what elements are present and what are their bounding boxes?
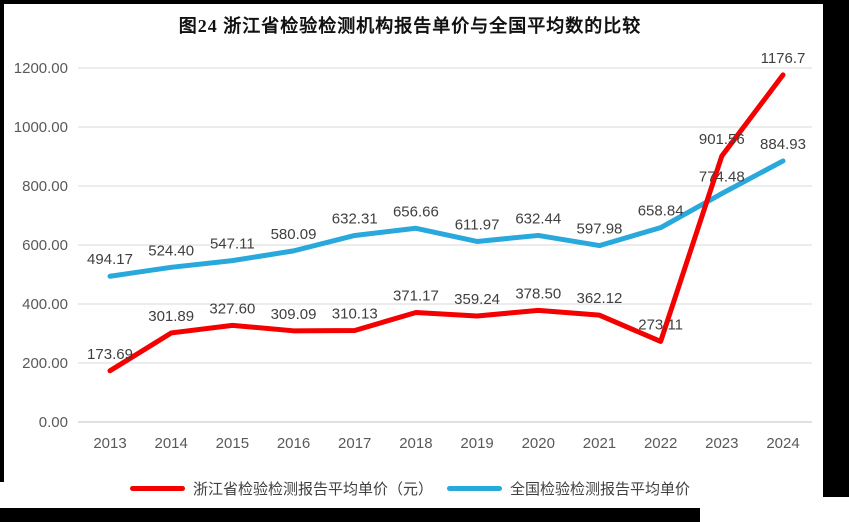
screenshot-border-right xyxy=(823,0,849,497)
data-point-label: 901.56 xyxy=(699,131,745,148)
data-point-label: 301.89 xyxy=(148,308,194,325)
data-point-label: 611.97 xyxy=(455,216,500,233)
data-point-label: 494.17 xyxy=(87,251,133,268)
data-point-label: 371.17 xyxy=(393,288,439,305)
y-axis-tick-label: 1200.00 xyxy=(14,60,68,77)
data-point-label: 1176.7 xyxy=(761,50,806,67)
x-axis-tick-label: 2017 xyxy=(338,435,371,452)
data-point-label: 632.44 xyxy=(515,210,561,227)
y-axis-tick-label: 200.00 xyxy=(22,355,68,372)
legend-label: 浙江省检验检测报告平均单价（元） xyxy=(192,481,433,498)
data-point-label: 362.12 xyxy=(577,290,623,307)
data-point-label: 309.09 xyxy=(271,306,317,323)
screenshot-border-top xyxy=(0,0,849,4)
data-point-label: 547.11 xyxy=(210,236,255,253)
legend-line-swatch xyxy=(447,486,502,491)
data-point-label: 310.13 xyxy=(332,306,378,323)
data-point-label: 597.98 xyxy=(577,221,623,238)
data-point-label: 632.31 xyxy=(332,210,378,227)
x-axis-tick-label: 2023 xyxy=(705,435,738,452)
x-axis-tick-label: 2018 xyxy=(399,435,432,452)
x-axis-tick-label: 2019 xyxy=(460,435,493,452)
data-point-label: 273.11 xyxy=(638,316,683,333)
legend-label: 全国检验检测报告平均单价 xyxy=(510,481,691,498)
x-axis-tick-label: 2020 xyxy=(522,435,555,452)
x-axis-tick-label: 2024 xyxy=(766,435,799,452)
data-point-label: 327.60 xyxy=(209,300,255,317)
y-axis-tick-label: 400.00 xyxy=(22,296,68,313)
series-line xyxy=(107,158,786,279)
x-axis-tick-label: 2016 xyxy=(277,435,310,452)
x-axis-tick-label: 2013 xyxy=(93,435,126,452)
series-line xyxy=(107,72,786,374)
x-axis-tick-label: 2021 xyxy=(583,435,616,452)
chart-title: 图24 浙江省检验检测机构报告单价与全国平均数的比较 xyxy=(178,16,642,36)
data-point-label: 173.69 xyxy=(87,346,133,363)
y-axis-tick-label: 600.00 xyxy=(22,237,68,254)
screenshot-border-left xyxy=(0,0,4,482)
chart-legend: 浙江省检验检测报告平均单价（元） 全国检验检测报告平均单价 xyxy=(0,478,820,499)
screenshot-border-bottom xyxy=(0,508,700,522)
y-axis-tick-label: 1000.00 xyxy=(14,119,68,136)
x-axis-tick-label: 2014 xyxy=(154,435,187,452)
y-axis-tick-label: 800.00 xyxy=(22,178,68,195)
y-axis-tick-label: 0.00 xyxy=(39,414,68,431)
x-axis-tick-label: 2015 xyxy=(216,435,249,452)
legend-item: 浙江省检验检测报告平均单价（元） xyxy=(129,478,433,499)
data-point-label: 774.48 xyxy=(699,169,745,186)
data-point-label: 884.93 xyxy=(760,136,806,153)
data-point-label: 658.84 xyxy=(638,203,684,220)
data-point-label: 378.50 xyxy=(515,285,561,302)
data-point-label: 359.24 xyxy=(454,291,500,308)
legend-line-swatch xyxy=(129,486,185,491)
data-point-label: 580.09 xyxy=(271,226,317,243)
legend-item: 全国检验检测报告平均单价 xyxy=(447,478,690,499)
data-point-label: 656.66 xyxy=(393,203,439,220)
data-point-label: 524.40 xyxy=(148,242,194,259)
x-axis-tick-label: 2022 xyxy=(644,435,677,452)
